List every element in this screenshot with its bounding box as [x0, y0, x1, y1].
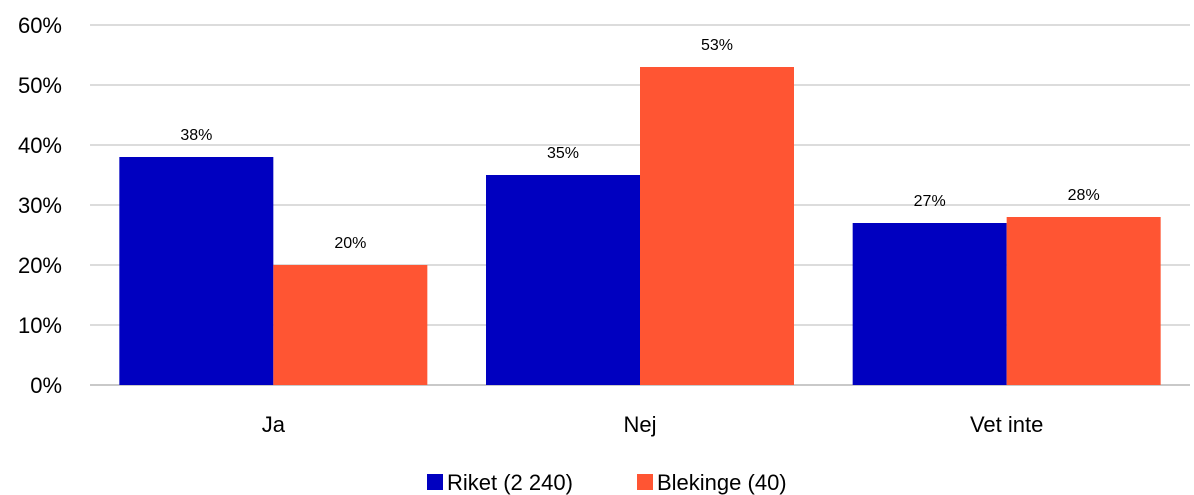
legend: Riket (2 240) Blekinge (40)	[427, 470, 787, 495]
data-label: 38%	[180, 127, 212, 144]
bar	[119, 157, 274, 385]
bar	[273, 265, 428, 385]
y-tick-label: 30%	[18, 193, 62, 218]
x-tick-label: Nej	[623, 412, 656, 437]
bar	[640, 67, 794, 385]
data-label: 27%	[914, 193, 946, 210]
data-label: 35%	[547, 145, 579, 162]
y-tick-label: 60%	[18, 13, 62, 38]
legend-swatch	[637, 474, 653, 490]
bar	[852, 223, 1007, 385]
y-tick-label: 40%	[18, 133, 62, 158]
data-label: 20%	[334, 235, 366, 252]
x-axis-ticks: Ja Nej Vet inte	[262, 412, 1044, 437]
bar	[486, 175, 640, 385]
y-tick-label: 10%	[18, 313, 62, 338]
legend-swatch	[427, 474, 443, 490]
data-label: 53%	[701, 37, 733, 54]
y-tick-label: 0%	[30, 373, 62, 398]
data-label: 28%	[1068, 187, 1100, 204]
bar	[1006, 217, 1161, 385]
bars	[119, 67, 1161, 385]
y-axis-ticks: 0% 10% 20% 30% 40% 50% 60%	[18, 13, 62, 398]
legend-label: Blekinge (40)	[657, 470, 787, 495]
y-tick-label: 20%	[18, 253, 62, 278]
x-tick-label: Vet inte	[970, 412, 1043, 437]
legend-label: Riket (2 240)	[447, 470, 573, 495]
data-labels: 38% 20% 35% 53% 27% 28%	[180, 37, 1099, 252]
y-tick-label: 50%	[18, 73, 62, 98]
x-tick-label: Ja	[262, 412, 286, 437]
